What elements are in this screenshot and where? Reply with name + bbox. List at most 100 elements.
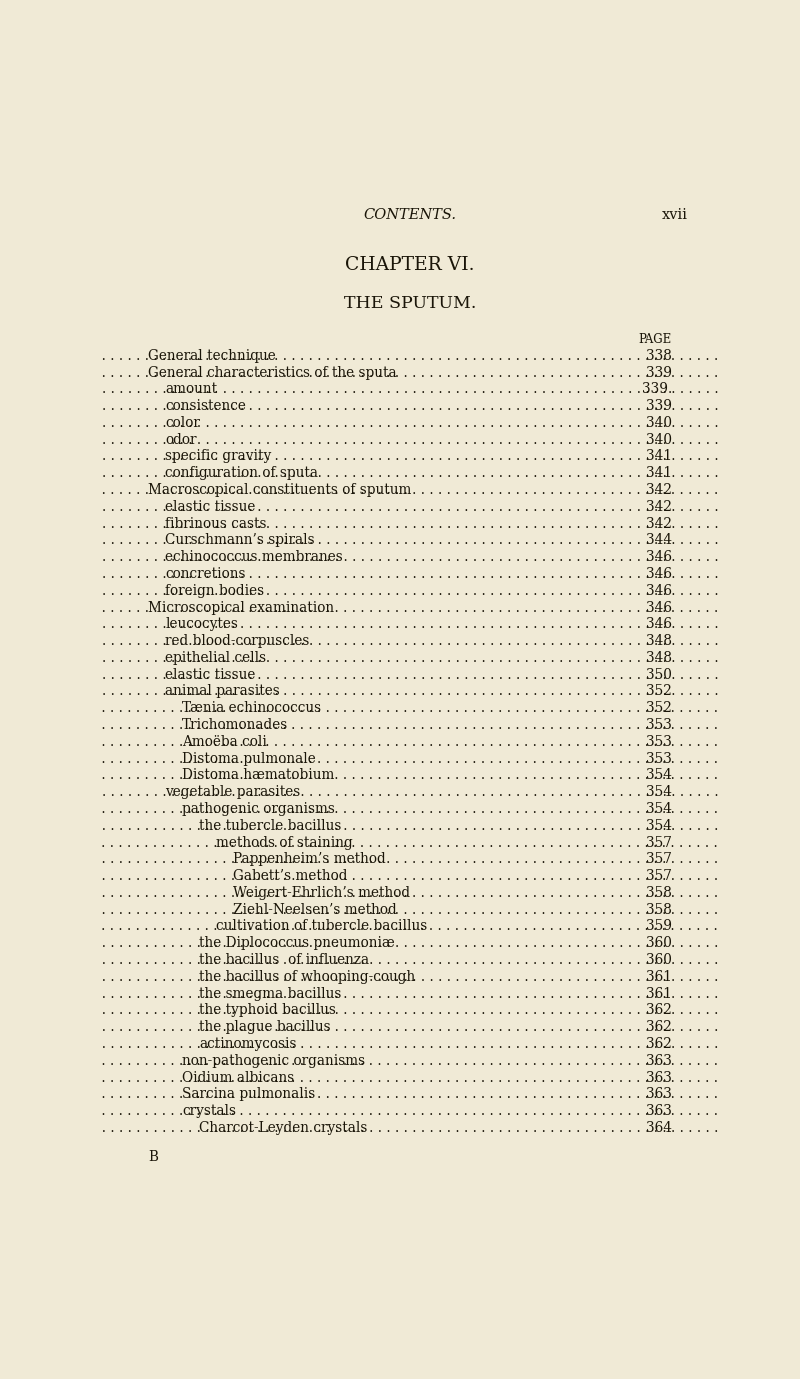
Text: . . . . . . . . . . . . . . . . . . . . . . . . . . . . . . . . . . . . . . . . : . . . . . . . . . . . . . . . . . . . . … <box>24 365 796 379</box>
Text: PAGE: PAGE <box>638 334 672 346</box>
Text: 358: 358 <box>646 903 672 917</box>
Text: amount: amount <box>165 382 218 396</box>
Text: Distoma hæmatobium: Distoma hæmatobium <box>182 768 334 782</box>
Text: 360: 360 <box>646 936 672 950</box>
Text: 340: 340 <box>646 416 672 430</box>
Text: 341: 341 <box>646 466 672 480</box>
Text: . . . . . . . . . . . . . . . . . . . . . . . . . . . . . . . . . . . . . . . . : . . . . . . . . . . . . . . . . . . . . … <box>41 1087 800 1102</box>
Text: 350: 350 <box>646 667 672 681</box>
Text: 357: 357 <box>646 836 672 849</box>
Text: xvii: xvii <box>662 208 687 222</box>
Text: . . . . . . . . . . . . . . . . . . . . . . . . . . . . . . . . . . . . . . . . : . . . . . . . . . . . . . . . . . . . . … <box>41 803 800 816</box>
Text: . . . . . . . . . . . . . . . . . . . . . . . . . . . . . . . . . . . . . . . . : . . . . . . . . . . . . . . . . . . . . … <box>41 1054 800 1067</box>
Text: . . . . . . . . . . . . . . . . . . . . . . . . . . . . . . . . . . . . . . . . : . . . . . . . . . . . . . . . . . . . . … <box>33 550 800 564</box>
Text: . . . . . . . . . . . . . . . . . . . . . . . . . . . . . . . . . . . . . . . . : . . . . . . . . . . . . . . . . . . . . … <box>33 534 800 547</box>
Text: 363: 363 <box>646 1105 672 1118</box>
Text: . . . . . . . . . . . . . . . . . . . . . . . . . . . . . . . . . . . . . . . . : . . . . . . . . . . . . . . . . . . . . … <box>58 920 800 934</box>
Text: 357: 357 <box>646 852 672 866</box>
Text: . . . . . . . . . . . . . . . . . . . . . . . . . . . . . . . . . . . . . . . . : . . . . . . . . . . . . . . . . . . . . … <box>66 869 800 883</box>
Text: 362: 362 <box>646 1004 672 1018</box>
Text: . . . . . . . . . . . . . . . . . . . . . . . . . . . . . . . . . . . . . . . . : . . . . . . . . . . . . . . . . . . . . … <box>33 634 800 648</box>
Text: 342: 342 <box>646 483 672 496</box>
Text: crystals: crystals <box>182 1105 236 1118</box>
Text: . . . . . . . . . . . . . . . . . . . . . . . . . . . . . . . . . . . . . . . . : . . . . . . . . . . . . . . . . . . . . … <box>24 600 796 615</box>
Text: Weigert-Ehrlich’s method: Weigert-Ehrlich’s method <box>234 885 410 900</box>
Text: 361: 361 <box>646 969 672 983</box>
Text: 348: 348 <box>646 634 672 648</box>
Text: animal parasites: animal parasites <box>165 684 280 698</box>
Text: General characteristics of the sputa: General characteristics of the sputa <box>148 365 397 379</box>
Text: . . . . . . . . . . . . . . . . . . . . . . . . . . . . . . . . . . . . . . . . : . . . . . . . . . . . . . . . . . . . . … <box>41 702 800 716</box>
Text: 354: 354 <box>646 768 672 782</box>
Text: 344: 344 <box>646 534 672 547</box>
Text: 346: 346 <box>646 567 672 581</box>
Text: Distoma pulmonale: Distoma pulmonale <box>182 752 316 765</box>
Text: Charcot-Leyden crystals: Charcot-Leyden crystals <box>199 1121 367 1135</box>
Text: 362: 362 <box>646 1037 672 1051</box>
Text: cultivation of tubercle bacillus: cultivation of tubercle bacillus <box>216 920 427 934</box>
Text: 352: 352 <box>646 684 672 698</box>
Text: 341: 341 <box>646 450 672 463</box>
Text: foreign bodies: foreign bodies <box>165 583 264 597</box>
Text: . . . . . . . . . . . . . . . . . . . . . . . . . . . . . . . . . . . . . . . . : . . . . . . . . . . . . . . . . . . . . … <box>50 1121 800 1135</box>
Text: . . . . . . . . . . . . . . . . . . . . . . . . . . . . . . . . . . . . . . . . : . . . . . . . . . . . . . . . . . . . . … <box>33 499 800 514</box>
Text: . . . . . . . . . . . . . . . . . . . . . . . . . . . . . . . . . . . . . . . . : . . . . . . . . . . . . . . . . . . . . … <box>50 969 800 983</box>
Text: . . . . . . . . . . . . . . . . . . . . . . . . . . . . . . . . . . . . . . . . : . . . . . . . . . . . . . . . . . . . . … <box>33 667 800 681</box>
Text: the plague bacillus: the plague bacillus <box>199 1020 331 1034</box>
Text: epithelial cells: epithelial cells <box>165 651 266 665</box>
Text: non-pathogenic organisms: non-pathogenic organisms <box>182 1054 366 1067</box>
Text: actinomycosis: actinomycosis <box>199 1037 297 1051</box>
Text: 339: 339 <box>646 399 672 414</box>
Text: 346: 346 <box>646 550 672 564</box>
Text: 340: 340 <box>646 433 672 447</box>
Text: Trichomonades: Trichomonades <box>182 718 288 732</box>
Text: . . . . . . . . . . . . . . . . . . . . . . . . . . . . . . . . . . . . . . . . : . . . . . . . . . . . . . . . . . . . . … <box>50 953 800 967</box>
Text: Curschmann’s spirals: Curschmann’s spirals <box>165 534 314 547</box>
Text: Tænia echinococcus: Tænia echinococcus <box>182 702 322 716</box>
Text: 359: 359 <box>646 920 672 934</box>
Text: 362: 362 <box>646 1020 672 1034</box>
Text: the bacillus  of influenza: the bacillus of influenza <box>199 953 370 967</box>
Text: . . . . . . . . . . . . . . . . . . . . . . . . . . . . . . . . . . . . . . . . : . . . . . . . . . . . . . . . . . . . . … <box>50 819 800 833</box>
Text: the typhoid bacillus: the typhoid bacillus <box>199 1004 336 1018</box>
Text: methods of staining: methods of staining <box>216 836 353 849</box>
Text: 353: 353 <box>646 735 672 749</box>
Text: leucocytes: leucocytes <box>165 618 238 632</box>
Text: Microscopical examination: Microscopical examination <box>148 600 334 615</box>
Text: 339: 339 <box>646 365 672 379</box>
Text: 342: 342 <box>646 517 672 531</box>
Text: elastic tissue: elastic tissue <box>165 667 255 681</box>
Text: 352: 352 <box>646 702 672 716</box>
Text: . . . . . . . . . . . . . . . . . . . . . . . . . . . . . . . . . . . . . . . . : . . . . . . . . . . . . . . . . . . . . … <box>33 416 800 430</box>
Text: 342: 342 <box>646 499 672 514</box>
Text: 363: 363 <box>646 1054 672 1067</box>
Text: 363: 363 <box>646 1070 672 1084</box>
Text: THE SPUTUM.: THE SPUTUM. <box>344 295 476 312</box>
Text: Pappenheim’s method: Pappenheim’s method <box>234 852 386 866</box>
Text: 339.: 339. <box>642 382 672 396</box>
Text: 354: 354 <box>646 803 672 816</box>
Text: . . . . . . . . . . . . . . . . . . . . . . . . . . . . . . . . . . . . . . . . : . . . . . . . . . . . . . . . . . . . . … <box>24 349 796 363</box>
Text: . . . . . . . . . . . . . . . . . . . . . . . . . . . . . . . . . . . . . . . . : . . . . . . . . . . . . . . . . . . . . … <box>33 567 800 581</box>
Text: . . . . . . . . . . . . . . . . . . . . . . . . . . . . . . . . . . . . . . . . : . . . . . . . . . . . . . . . . . . . . … <box>50 986 800 1001</box>
Text: . . . . . . . . . . . . . . . . . . . . . . . . . . . . . . . . . . . . . . . . : . . . . . . . . . . . . . . . . . . . . … <box>33 583 800 597</box>
Text: 346: 346 <box>646 618 672 632</box>
Text: concretions: concretions <box>165 567 246 581</box>
Text: . . . . . . . . . . . . . . . . . . . . . . . . . . . . . . . . . . . . . . . . : . . . . . . . . . . . . . . . . . . . . … <box>41 752 800 765</box>
Text: the bacillus of whooping-cough: the bacillus of whooping-cough <box>199 969 415 983</box>
Text: . . . . . . . . . . . . . . . . . . . . . . . . . . . . . . . . . . . . . . . . : . . . . . . . . . . . . . . . . . . . . … <box>66 903 800 917</box>
Text: . . . . . . . . . . . . . . . . . . . . . . . . . . . . . . . . . . . . . . . . : . . . . . . . . . . . . . . . . . . . . … <box>41 1070 800 1084</box>
Text: pathogenic organisms: pathogenic organisms <box>182 803 335 816</box>
Text: elastic tissue: elastic tissue <box>165 499 255 514</box>
Text: Sarcina pulmonalis: Sarcina pulmonalis <box>182 1087 315 1102</box>
Text: CONTENTS.: CONTENTS. <box>363 208 457 222</box>
Text: Macroscopical constituents of sputum: Macroscopical constituents of sputum <box>148 483 411 496</box>
Text: General technique: General technique <box>148 349 276 363</box>
Text: 363: 363 <box>646 1087 672 1102</box>
Text: color: color <box>165 416 200 430</box>
Text: . . . . . . . . . . . . . . . . . . . . . . . . . . . . . . . . . . . . . . . . : . . . . . . . . . . . . . . . . . . . . … <box>41 1105 800 1118</box>
Text: . . . . . . . . . . . . . . . . . . . . . . . . . . . . . . . . . . . . . . . . : . . . . . . . . . . . . . . . . . . . . … <box>50 1004 800 1018</box>
Text: . . . . . . . . . . . . . . . . . . . . . . . . . . . . . . . . . . . . . . . . : . . . . . . . . . . . . . . . . . . . . … <box>41 718 800 732</box>
Text: . . . . . . . . . . . . . . . . . . . . . . . . . . . . . . . . . . . . . . . . : . . . . . . . . . . . . . . . . . . . . … <box>33 433 800 447</box>
Text: . . . . . . . . . . . . . . . . . . . . . . . . . . . . . . . . . . . . . . . . : . . . . . . . . . . . . . . . . . . . . … <box>41 768 800 782</box>
